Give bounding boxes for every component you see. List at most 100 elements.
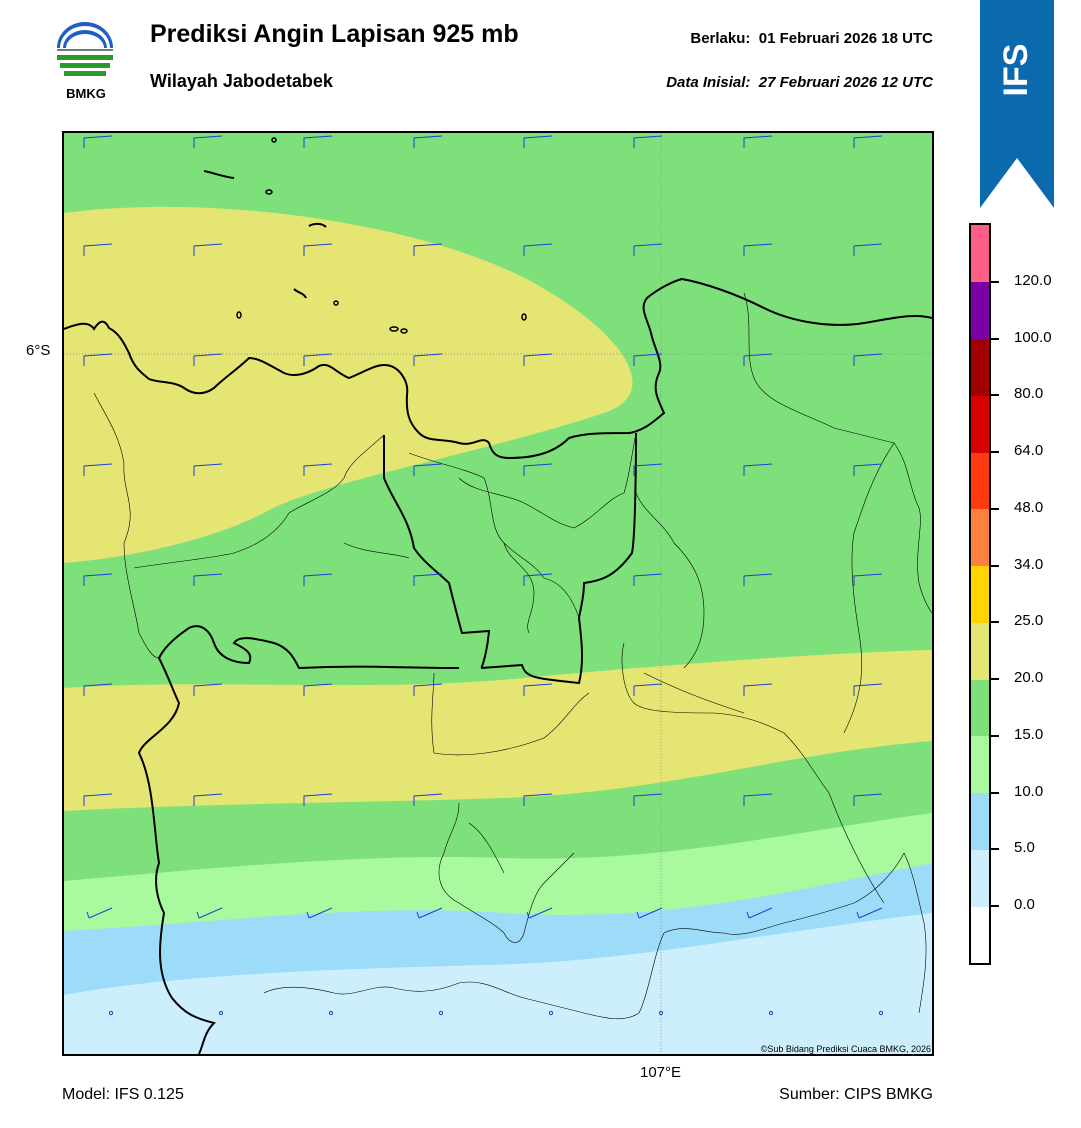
colorbar-label: 0.0 — [1014, 896, 1035, 914]
bmkg-logo-icon — [52, 20, 118, 102]
colorbar-segment — [971, 735, 989, 794]
colorbar-tick — [991, 337, 999, 340]
wind-barb — [416, 907, 443, 919]
colorbar-segment — [971, 906, 989, 964]
longitude-label: 107°E — [640, 1064, 682, 1081]
wind-speed-colorbar — [969, 223, 991, 965]
wind-barb — [743, 463, 773, 476]
wind-barb — [303, 243, 333, 256]
wind-barb — [853, 463, 883, 476]
model-label: Model: IFS 0.125 — [62, 1086, 184, 1103]
colorbar-label: 5.0 — [1014, 839, 1035, 857]
wind-map — [62, 131, 934, 1056]
wind-barb — [86, 907, 113, 919]
wind-barb — [303, 683, 333, 696]
colorbar-segment — [971, 679, 989, 737]
wind-barb — [636, 907, 663, 919]
wind-barb — [193, 135, 223, 148]
wind-barb — [193, 793, 223, 806]
wind-barb — [633, 793, 663, 806]
colorbar-label: 34.0 — [1014, 555, 1044, 573]
island — [521, 313, 527, 321]
wind-barb — [853, 793, 883, 806]
wind-barb — [83, 793, 113, 806]
island — [271, 137, 277, 143]
province-boundary — [137, 625, 460, 1054]
wind-barb — [633, 135, 663, 148]
colorbar-segment — [971, 225, 989, 283]
colorbar-tick — [991, 451, 999, 454]
calm-wind-marker — [658, 1010, 664, 1016]
wind-barb — [853, 243, 883, 256]
wind-barb — [83, 463, 113, 476]
logo-text: BMKG — [66, 86, 106, 101]
colorbar-tick — [991, 507, 999, 510]
wind-barb — [413, 573, 443, 586]
wind-barb — [303, 353, 333, 366]
band-yellow-north — [64, 206, 633, 563]
island — [400, 328, 408, 334]
colorbar-segment — [971, 849, 989, 907]
island — [333, 300, 339, 306]
page-subtitle: Wilayah Jabodetabek — [150, 71, 333, 91]
colorbar-label: 100.0 — [1014, 328, 1052, 346]
wind-barb — [743, 243, 773, 256]
colorbar-label: 25.0 — [1014, 612, 1044, 630]
coastline — [64, 277, 932, 460]
island — [236, 311, 242, 319]
colorbar-segment — [971, 452, 989, 510]
wind-barb — [193, 243, 223, 256]
valid-label: Berlaku: — [690, 30, 751, 47]
colorbar-label: 80.0 — [1014, 385, 1044, 403]
wind-barb — [523, 793, 553, 806]
wind-barb — [193, 353, 223, 366]
calm-wind-marker — [218, 1010, 224, 1016]
wind-barb — [743, 793, 773, 806]
colorbar-label: 10.0 — [1014, 782, 1044, 800]
colorbar-tick — [991, 791, 999, 794]
colorbar-tick — [991, 621, 999, 624]
colorbar-segment — [971, 508, 989, 567]
wind-barb — [523, 135, 553, 148]
colorbar-tick — [991, 678, 999, 681]
initial-time: Data Inisial: 27 Februari 2026 12 UTC — [666, 74, 933, 91]
svg-text:IFS: IFS — [997, 44, 1035, 97]
wind-barb — [303, 135, 333, 148]
wind-barb — [526, 907, 553, 919]
wind-barb — [303, 793, 333, 806]
ifs-ribbon — [980, 0, 1054, 208]
wind-barb — [196, 907, 223, 919]
calm-wind-marker — [108, 1010, 114, 1016]
wind-barb — [413, 353, 443, 366]
wind-barb — [633, 573, 663, 586]
wind-barb — [853, 683, 883, 696]
wind-barb — [743, 135, 773, 148]
latitude-label: 6°S — [26, 342, 51, 359]
wind-barb — [83, 135, 113, 148]
wind-barb — [83, 683, 113, 696]
colorbar-label: 48.0 — [1014, 498, 1044, 516]
wind-barb — [523, 353, 553, 366]
wind-barb — [743, 573, 773, 586]
wind-barb — [743, 683, 773, 696]
calm-wind-marker — [548, 1010, 554, 1016]
band-yellow-south — [64, 650, 932, 811]
island — [389, 326, 399, 332]
island — [308, 222, 327, 228]
wind-barb — [523, 463, 553, 476]
wind-barb — [633, 463, 663, 476]
colorbar-tick — [991, 280, 999, 283]
wind-barb — [413, 793, 443, 806]
wind-barb — [746, 907, 773, 919]
source-label: Sumber: CIPS BMKG — [779, 1086, 933, 1103]
page-title: Prediksi Angin Lapisan 925 mb — [150, 20, 519, 48]
wind-barb — [303, 573, 333, 586]
wind-barb — [743, 353, 773, 366]
valid-time: Berlaku: 01 Februari 2026 18 UTC — [690, 30, 933, 47]
wind-barb — [523, 243, 553, 256]
wind-barb — [193, 463, 223, 476]
colorbar-segment — [971, 281, 989, 340]
wind-barb — [853, 573, 883, 586]
colorbar-label: 20.0 — [1014, 669, 1044, 687]
colorbar-label: 120.0 — [1014, 271, 1052, 289]
